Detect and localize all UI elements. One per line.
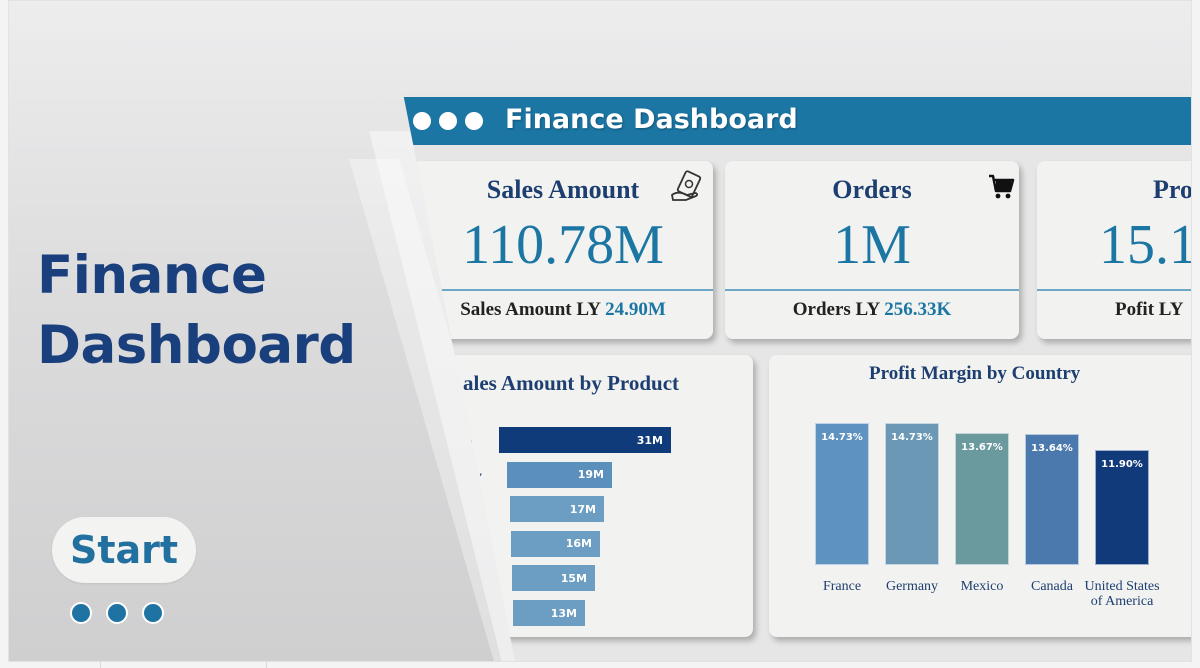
product-bar: 17M — [510, 496, 604, 523]
product-bar: 19M — [507, 461, 612, 488]
kpi-label: Pro — [1153, 175, 1192, 204]
bottom-strip — [0, 662, 1200, 668]
country-label: United States of America — [1084, 579, 1160, 609]
sales-by-product-panel: ales Amount by Product eo , 31M 19M 17M 16M… — [413, 355, 753, 637]
kpi-sub: Orders LY 256.33K — [725, 299, 1019, 321]
country-bar: 13.67% — [955, 433, 1009, 565]
kpi-sub-label: Pofit LY — [1115, 299, 1184, 320]
country-bar: 14.73% — [815, 423, 869, 565]
bar-value-label: 11.90% — [1101, 459, 1143, 470]
kpi-sub-label: Orders LY — [792, 299, 880, 320]
bar-value-label: 19M — [577, 468, 604, 482]
window-dot — [465, 112, 483, 130]
carousel-dot[interactable] — [70, 602, 92, 624]
kpi-sub: Sales Amount LY 24.90M — [413, 299, 713, 321]
country-label: France — [822, 579, 862, 594]
product-bar: 15M — [512, 565, 595, 592]
kpi-sub-label: Sales Amount LY — [460, 299, 601, 320]
kpi-value: 110.78M — [462, 214, 664, 276]
divider — [100, 662, 101, 668]
product-bar: 16M — [511, 530, 600, 557]
panel-title: ales Amount by Product — [463, 371, 680, 395]
bar-value-label: 31M — [636, 433, 663, 447]
divider — [266, 662, 267, 668]
country-label: Mexico — [960, 579, 1004, 594]
kpi-card-sales: Sales Amount 110.78M Sales Amount LY 24.… — [413, 161, 713, 339]
kpi-card-orders: Orders 1M Orders LY 256.33K — [725, 161, 1019, 339]
window-dot — [413, 112, 431, 130]
dashboard-preview: Finance Dashboard Sales Amount 110.78M S… — [403, 93, 1192, 661]
bar-value-label: 14.73% — [821, 432, 863, 443]
bar-value-label: 13.67% — [961, 442, 1003, 453]
bar-value-label: 13M — [550, 606, 577, 620]
kpi-value: 1M — [833, 214, 911, 276]
bar-value-label: 15M — [560, 571, 587, 585]
category-label: , — [479, 465, 483, 478]
hero-title: Finance Dashboard — [37, 245, 356, 376]
kpi-divider — [725, 289, 1019, 291]
carousel-dot[interactable] — [142, 602, 164, 624]
country-bar: 13.64% — [1025, 434, 1079, 565]
window-dot — [439, 112, 457, 130]
money-hand-icon — [671, 170, 702, 201]
country-bar: 14.73% — [885, 423, 939, 565]
product-bar: 13M — [513, 600, 585, 626]
kpi-sub-value: 256.33K — [884, 299, 952, 320]
kpi-divider — [1037, 289, 1191, 291]
panel-title: Profit Margin by Country — [869, 363, 1081, 384]
country-label: Germany — [885, 579, 939, 594]
kpi-sub-value: 24.90M — [605, 299, 666, 320]
country-label: Canada — [1031, 579, 1073, 594]
carousel-dot[interactable] — [106, 602, 128, 624]
kpi-value: 15.1 — [1099, 214, 1192, 276]
kpi-sub: Pofit LY — [1115, 299, 1191, 321]
slide-frame: Finance Dashboard Start Finance Dashboar… — [8, 0, 1192, 662]
dashboard-header: Finance Dashboard — [403, 97, 1191, 145]
start-button[interactable]: Start — [52, 517, 196, 583]
dashboard-title: Finance Dashboard — [505, 104, 798, 135]
bar-value-label: 17M — [569, 502, 596, 516]
profit-margin-panel: Profit Margin by Country 14.73% France 14.… — [769, 355, 1191, 637]
kpi-divider — [413, 289, 713, 291]
bar-value-label: 13.64% — [1031, 443, 1073, 454]
shopping-cart-icon — [989, 174, 1015, 199]
country-bar: 11.90% — [1095, 450, 1149, 565]
product-bar: 31M — [499, 427, 671, 453]
window-dots — [413, 112, 483, 130]
kpi-card-profit: Pro 15.1 Pofit LY — [1037, 161, 1192, 339]
bar-value-label: 16M — [565, 537, 592, 551]
kpi-label: Sales Amount — [486, 175, 640, 204]
bar-value-label: 14.73% — [891, 432, 933, 443]
carousel-dots — [70, 602, 164, 624]
kpi-label: Orders — [832, 175, 912, 204]
